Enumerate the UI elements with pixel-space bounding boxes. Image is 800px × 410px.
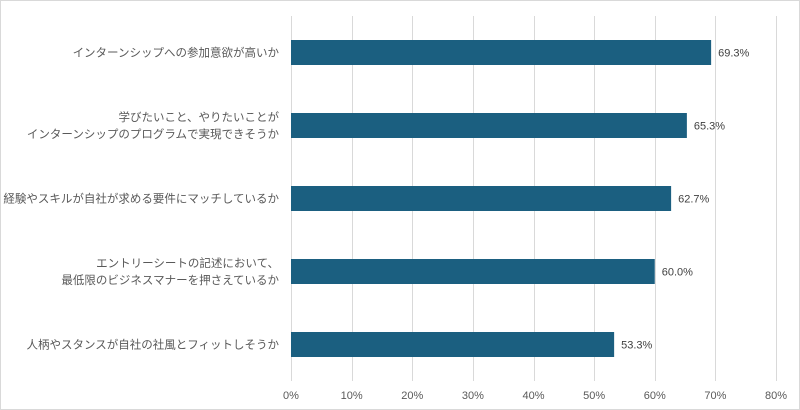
x-tick-label: 70% [704,390,726,402]
x-tick-label: 10% [341,390,363,402]
data-label: 69.3% [718,48,749,60]
category-label: 学びたいこと、やりたいことが [118,110,279,124]
x-axis-tick-labels: 0% 10% 20% 30% 40% 50% 60% 70% 80% [283,390,787,402]
bar [291,332,615,357]
category-label: 人柄やスタンスが自社の社風とフィットしそうか [26,338,279,352]
category-label: インターンシップへの参加意欲が高いか [73,46,280,60]
bar [291,113,687,138]
x-tick-label: 20% [401,390,423,402]
data-labels: 69.3% 65.3% 62.7% 60.0% 53.3% [621,48,749,352]
data-label: 65.3% [694,121,725,133]
x-tick-label: 50% [583,390,605,402]
data-label: 60.0% [662,267,693,279]
category-label: インターンシップのプログラムで実現できそうか [27,127,280,141]
data-label: 53.3% [621,340,652,352]
x-tick-label: 60% [644,390,666,402]
category-labels: インターンシップへの参加意欲が高いか学びたいこと、やりたいことがインターンシップ… [3,46,279,352]
category-label: エントリーシートの記述において、 [96,256,279,270]
data-label: 62.7% [678,194,709,206]
x-tick-label: 40% [522,390,544,402]
x-tick-label: 0% [283,390,299,402]
bar [291,186,672,211]
bars [291,40,712,357]
bar [291,40,712,65]
x-tick-label: 30% [462,390,484,402]
category-label: 最低限のビジネスマナーを押さえているか [61,273,279,287]
x-tick-label: 80% [765,390,787,402]
bar [291,259,655,284]
category-label: 経験やスキルが自社が求める要件にマッチしているか [3,192,279,206]
